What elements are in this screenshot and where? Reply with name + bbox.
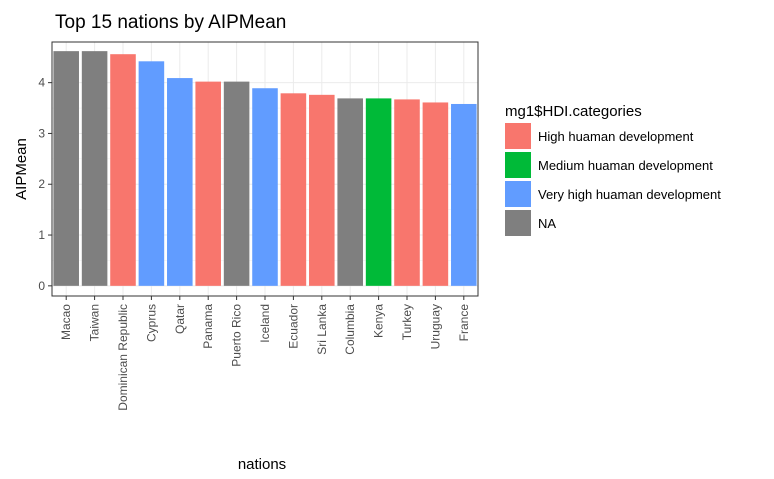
legend-key xyxy=(505,210,531,236)
legend-key xyxy=(505,123,531,149)
y-tick-label: 1 xyxy=(38,228,45,242)
y-tick-label: 2 xyxy=(38,177,45,191)
y-tick-label: 4 xyxy=(38,76,45,90)
bar-columbia xyxy=(337,98,363,286)
y-axis-title: AIPMean xyxy=(13,138,30,200)
x-axis-title: nations xyxy=(238,456,286,473)
bar-dominican-republic xyxy=(110,54,136,286)
bar-qatar xyxy=(167,78,193,286)
x-tick-label: Kenya xyxy=(372,304,386,338)
x-tick-label: Ecuador xyxy=(286,304,300,349)
bars xyxy=(53,51,477,286)
bar-panama xyxy=(195,81,221,286)
y-tick-label: 3 xyxy=(38,126,45,140)
x-tick-label: Qatar xyxy=(173,304,187,334)
x-tick-label: Macao xyxy=(59,304,73,340)
bar-ecuador xyxy=(280,93,307,286)
bar-france xyxy=(451,103,477,286)
chart-title: Top 15 nations by AIPMean xyxy=(55,12,286,33)
x-axis: Macao Taiwan Dominican Republic Cyprus Qatar… xyxy=(59,296,471,411)
legend-label: Very high huaman development xyxy=(538,187,721,202)
bar-turkey xyxy=(394,99,420,286)
x-tick-label: Turkey xyxy=(400,304,414,340)
bar-macao xyxy=(53,51,79,286)
x-tick-label: Dominican Republic xyxy=(116,304,130,411)
bar-kenya xyxy=(365,98,392,286)
x-tick-label: Panama xyxy=(201,304,215,349)
legend-label: NA xyxy=(538,216,556,231)
bar-sri-lanka xyxy=(309,94,335,286)
legend-label: Medium huaman development xyxy=(538,158,713,173)
x-tick-label: Uruguay xyxy=(428,304,442,349)
bar-iceland xyxy=(252,88,278,286)
bar-cyprus xyxy=(138,61,165,286)
x-tick-label: Columbia xyxy=(343,304,357,355)
legend-label: High huaman development xyxy=(538,129,694,144)
legend-key xyxy=(505,181,531,207)
x-tick-label: Taiwan xyxy=(88,304,102,341)
legend: mg1$HDI.categories High huaman developme… xyxy=(505,103,721,236)
x-tick-label: Cyprus xyxy=(144,304,158,342)
x-tick-label: Iceland xyxy=(258,304,272,343)
y-axis: 0 1 2 3 4 xyxy=(38,76,52,293)
bar-uruguay xyxy=(422,102,449,286)
bar-taiwan xyxy=(81,51,108,286)
legend-key xyxy=(505,152,531,178)
legend-title: mg1$HDI.categories xyxy=(505,103,642,120)
x-tick-label: France xyxy=(457,304,471,342)
x-tick-label: Puerto Rico xyxy=(230,304,244,367)
y-tick-label: 0 xyxy=(38,279,45,293)
x-tick-label: Sri Lanka xyxy=(315,304,329,355)
bar-puerto-rico xyxy=(223,81,250,286)
